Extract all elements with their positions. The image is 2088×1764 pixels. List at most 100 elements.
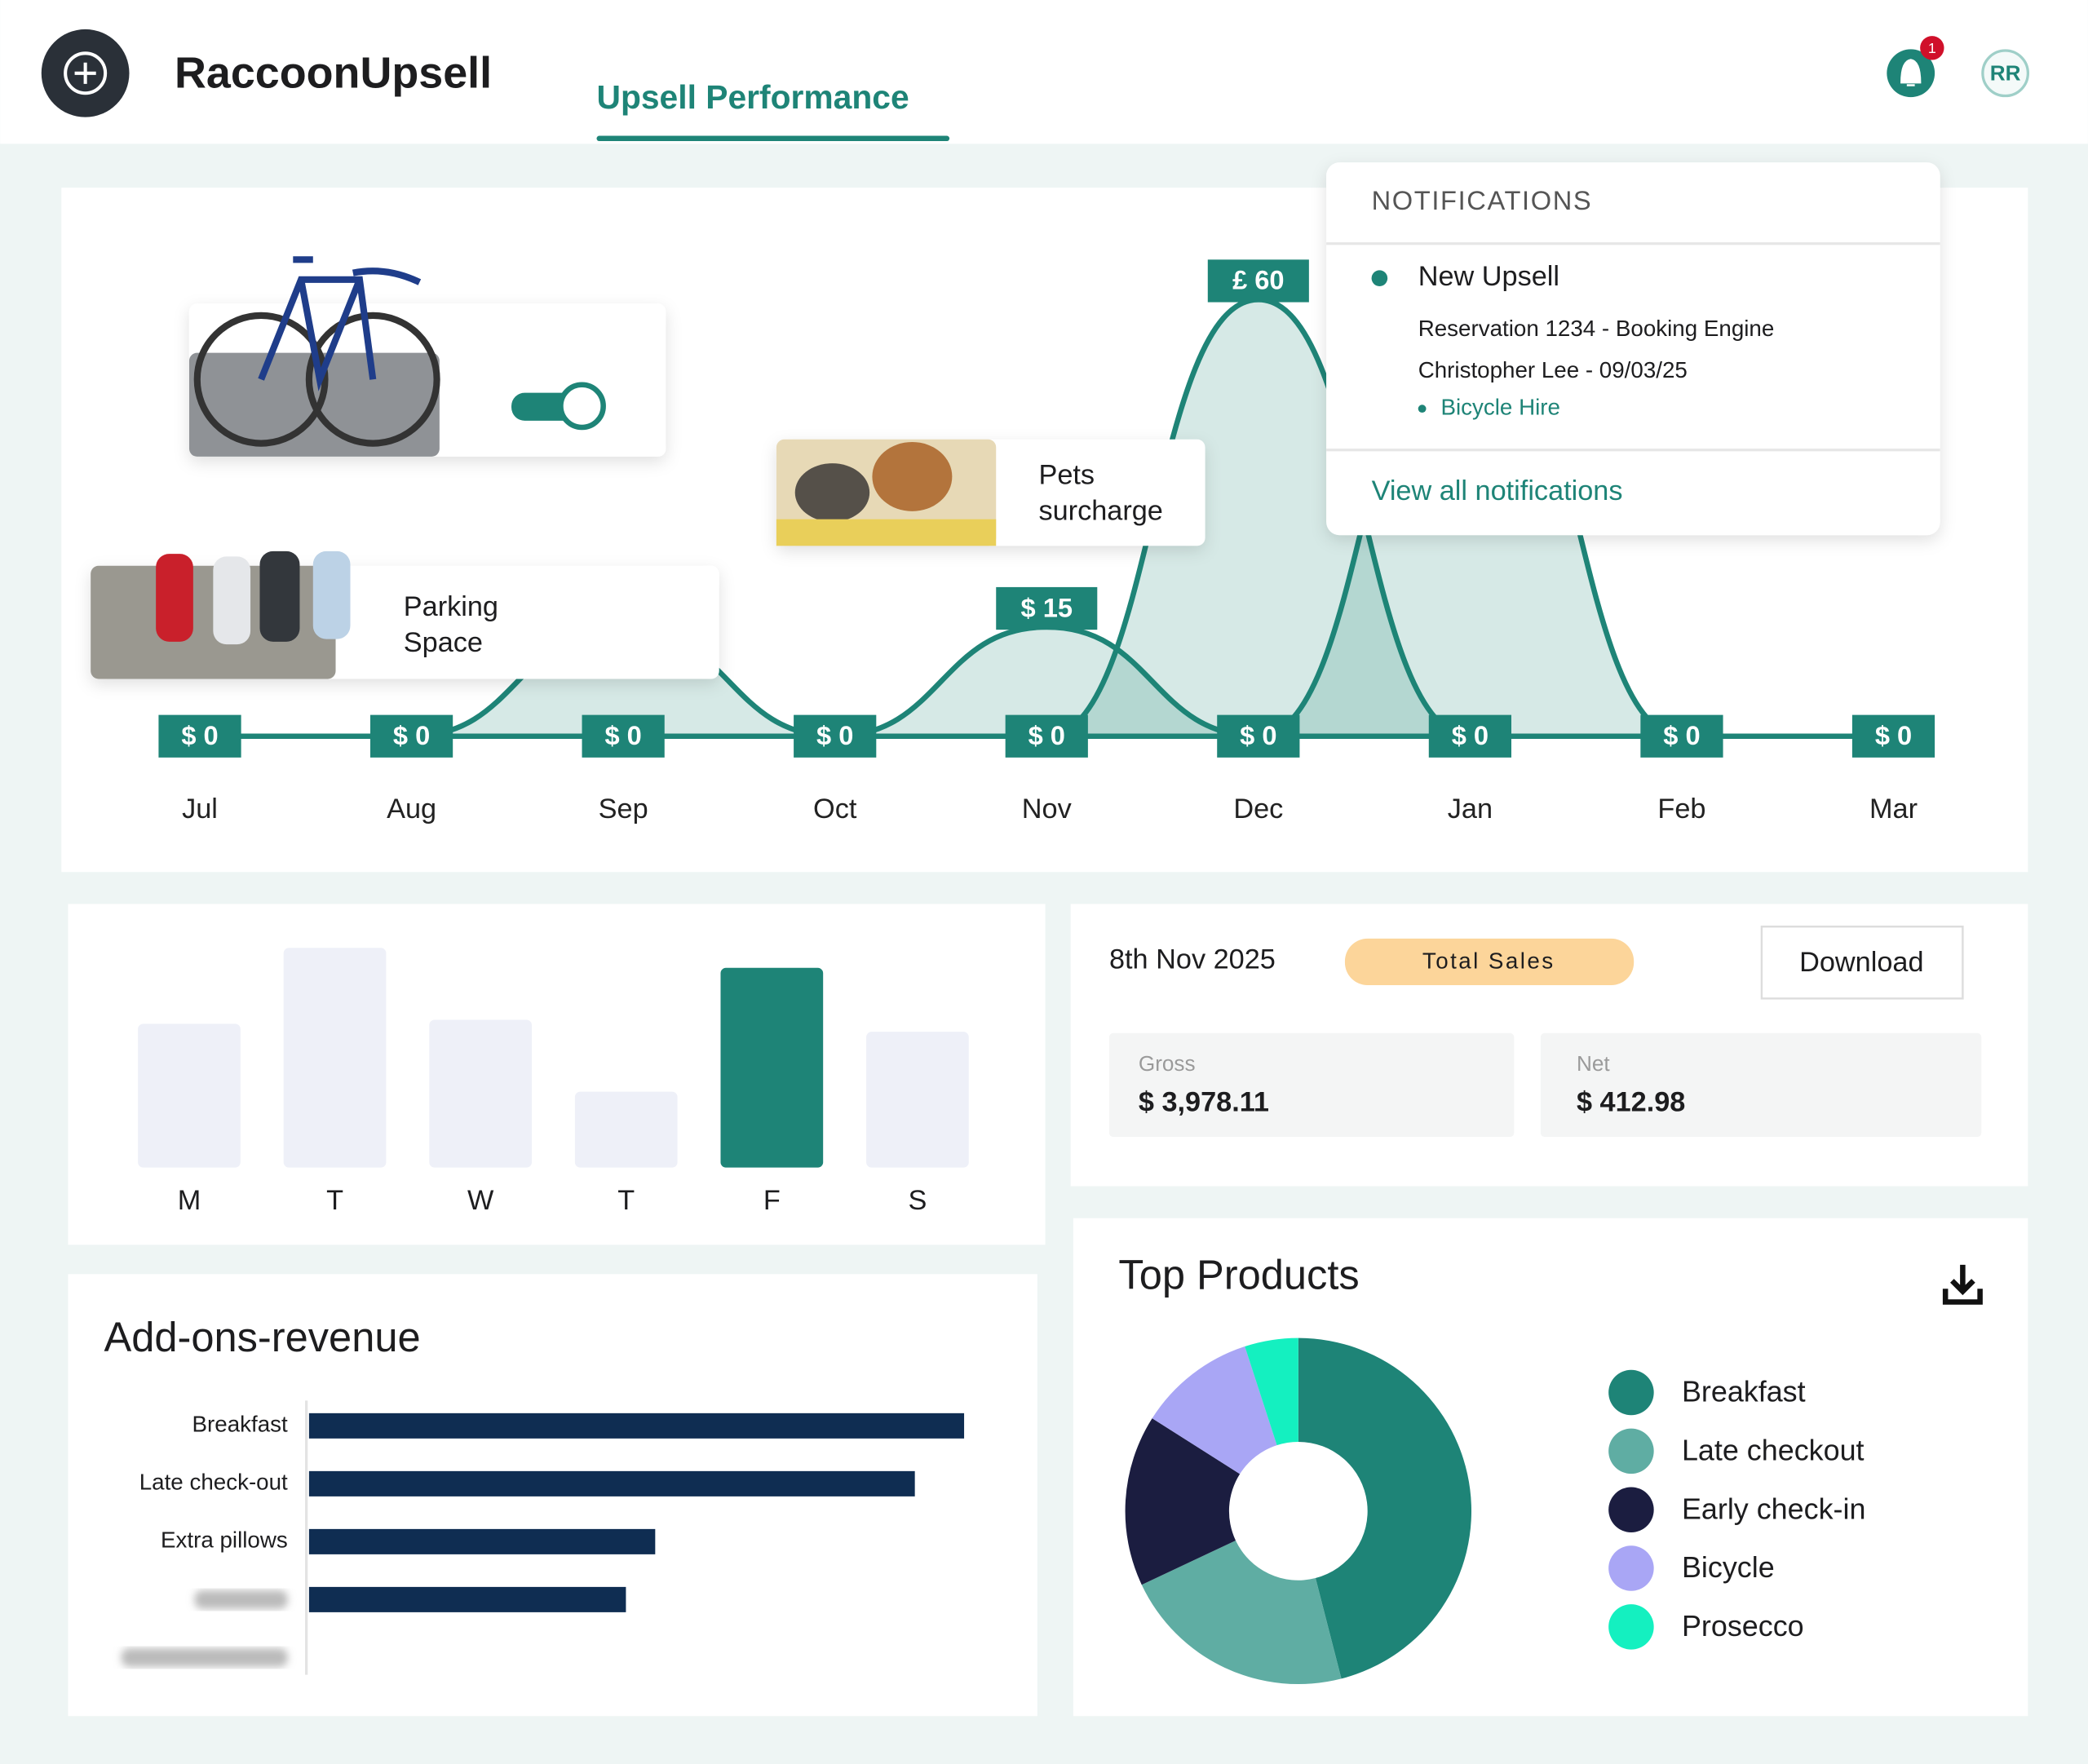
header <box>0 0 2088 144</box>
x-tick-label: T <box>326 1185 343 1216</box>
card-label: Parking <box>404 591 498 622</box>
legend-swatch <box>1608 1604 1654 1650</box>
donut-slice <box>1141 1540 1342 1685</box>
tag-dot <box>1418 405 1427 413</box>
value-label: $ 0 <box>1029 720 1065 750</box>
legend-label: Prosecco <box>1682 1609 1804 1642</box>
card-label: Space <box>404 627 483 658</box>
card-label: Pets <box>1038 459 1095 490</box>
value-label: $ 0 <box>1875 720 1912 750</box>
notification-line: Christopher Lee - 09/03/25 <box>1418 357 1688 382</box>
donut-slice <box>1152 1346 1277 1474</box>
notification-line: Reservation 1234 - Booking Engine <box>1418 316 1775 341</box>
peak-label: $ 15 <box>1021 592 1073 622</box>
value-chip <box>158 714 241 758</box>
notifications-heading: NOTIFICATIONS <box>1372 185 1593 215</box>
x-tick-label: F <box>763 1185 781 1216</box>
bar <box>308 1470 915 1497</box>
gross-box <box>1108 1032 1515 1138</box>
notification-title[interactable]: New Upsell <box>1418 261 1559 292</box>
value-label: $ 0 <box>604 720 641 750</box>
donut-slice <box>1298 1337 1472 1679</box>
addons-chart: Breakfast Late check-out Extra pillows <box>121 1400 965 1675</box>
bar <box>308 1413 965 1439</box>
legend-swatch <box>1608 1487 1654 1532</box>
donut-chart: Breakfast Late checkout Early check-in Bicy… <box>1125 1337 1865 1685</box>
badge-count: 1 <box>1928 40 1936 56</box>
parking-car <box>213 556 251 645</box>
app-title: RaccoonUpsell <box>175 48 492 97</box>
summary-badge <box>1344 938 1635 986</box>
notification-tag: Bicycle Hire <box>1440 394 1560 419</box>
value-chip <box>1005 714 1088 758</box>
bar <box>283 948 387 1168</box>
value-label: $ 0 <box>1663 720 1700 750</box>
x-tick-label: Mar <box>1869 794 1918 825</box>
value-label: $ 0 <box>181 720 218 750</box>
gross-label: Gross <box>1139 1051 1196 1076</box>
pets-cat <box>794 463 870 522</box>
value-chip <box>369 714 453 758</box>
tab[interactable]: Upsell Performance <box>596 78 909 116</box>
download-button[interactable] <box>1760 925 1964 1000</box>
avatar[interactable] <box>1981 49 2030 98</box>
x-tick-label: Jan <box>1448 794 1493 825</box>
chart-title: Add-ons-revenue <box>104 1314 420 1360</box>
value-chip <box>582 714 665 758</box>
bar <box>308 1528 656 1554</box>
x-tick-label: T <box>617 1185 635 1216</box>
legend-swatch <box>1608 1545 1654 1591</box>
notifications-panel <box>1326 162 1940 536</box>
download-button-label: Download <box>1799 947 1923 978</box>
parking-car <box>156 554 193 642</box>
bar <box>308 1586 626 1612</box>
bike-frame <box>258 256 422 391</box>
x-tick-label: Aug <box>387 794 436 825</box>
value-chip <box>1428 714 1511 758</box>
bike-wheel <box>193 312 329 447</box>
logo-icon <box>64 51 108 95</box>
tab-underline <box>596 135 950 142</box>
x-tick-label: Oct <box>813 794 857 825</box>
net-box <box>1540 1032 1982 1138</box>
gross-value: $ 3,978.11 <box>1139 1086 1269 1117</box>
summary-date: 8th Nov 2025 <box>1109 944 1276 975</box>
parking-car <box>259 550 300 642</box>
value-label: $ 0 <box>1452 720 1489 750</box>
legend-swatch <box>1608 1369 1654 1416</box>
net-value: $ 412.98 <box>1577 1086 1685 1117</box>
value-label: $ 0 <box>816 720 853 750</box>
legend-label: Breakfast <box>1682 1375 1806 1408</box>
legend-label: Late checkout <box>1682 1433 1865 1466</box>
card-label: surcharge <box>1038 496 1162 527</box>
legend-label: Early check-in <box>1682 1492 1865 1525</box>
blurred-label <box>194 1589 288 1609</box>
view-all-link[interactable]: View all notifications <box>1372 475 1623 506</box>
y-tick-label: Late check-out <box>139 1470 288 1495</box>
y-tick-label: Extra pillows <box>161 1527 288 1553</box>
legend-swatch <box>1608 1428 1654 1474</box>
bar <box>720 967 824 1168</box>
x-tick-label: W <box>467 1185 494 1216</box>
toggle-knob <box>558 382 606 431</box>
bar <box>866 1032 969 1168</box>
peak-chip <box>1207 259 1309 303</box>
x-tick-label: S <box>908 1185 927 1216</box>
value-label: $ 0 <box>393 720 430 750</box>
x-tick-label: Feb <box>1657 794 1705 825</box>
parking-car <box>312 550 351 639</box>
value-chip <box>1851 714 1935 758</box>
x-tick-label: Jul <box>182 794 218 825</box>
logo-plus <box>74 62 96 84</box>
chart-title: Top Products <box>1118 1252 1359 1298</box>
bell-icon <box>1900 59 1922 86</box>
value-chip <box>794 714 877 758</box>
pets-dog <box>872 441 953 511</box>
peak-label: £ 60 <box>1232 265 1285 295</box>
download-icon[interactable] <box>1942 1264 1983 1305</box>
bike-wheel <box>305 312 440 447</box>
peak-chip <box>996 586 1098 630</box>
bar <box>574 1091 678 1168</box>
